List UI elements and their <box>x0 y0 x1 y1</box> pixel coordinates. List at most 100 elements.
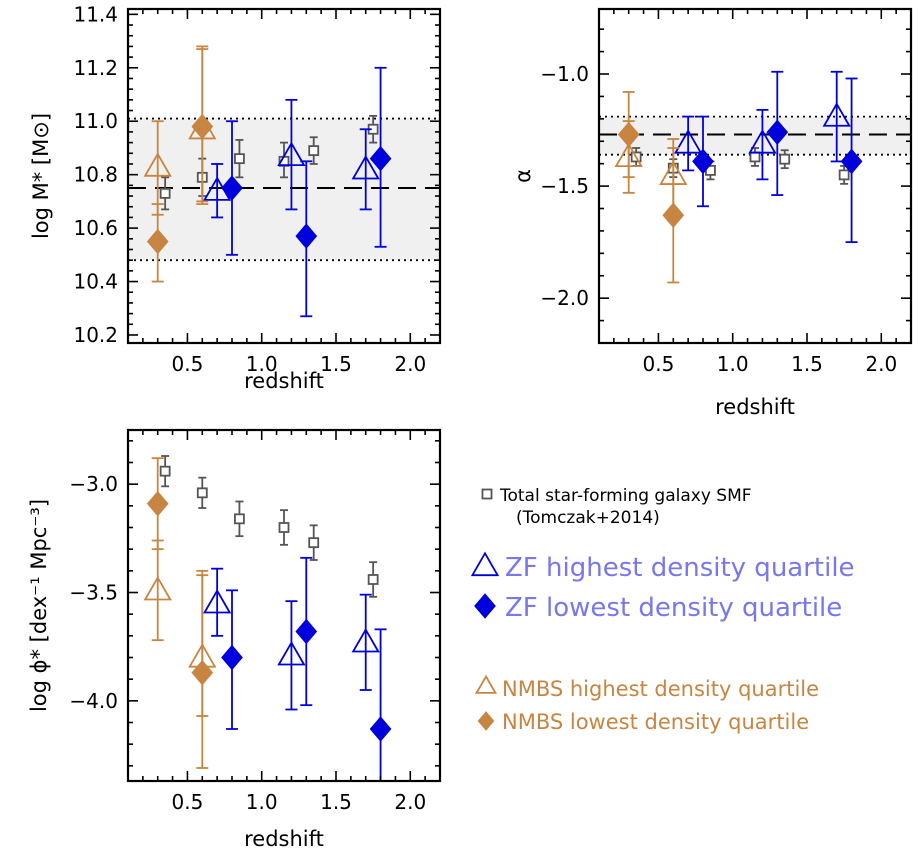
series-nmbs-lowest-density-quartile <box>146 457 214 769</box>
plot-frame <box>597 7 913 345</box>
error-bar <box>359 593 372 691</box>
data-point <box>191 659 214 686</box>
y-tick-label: 10.4 <box>73 270 118 294</box>
series-zf-lowest-density-quartile <box>221 556 392 781</box>
plot-frame <box>126 428 442 783</box>
data-point <box>146 228 169 255</box>
legend-marker-square <box>481 488 493 500</box>
data-point <box>295 223 318 249</box>
legend-label-line2: (Tomczak+2014) <box>516 508 660 528</box>
series-zf-highest-density-quartile <box>202 567 380 711</box>
x-tick-label: 0.5 <box>172 790 204 814</box>
legend-marker-triangle <box>470 551 500 577</box>
data-point <box>308 537 320 549</box>
data-point <box>277 141 306 167</box>
error-bar <box>211 163 224 219</box>
error-bar <box>682 115 695 172</box>
data-point <box>234 153 245 165</box>
data-point <box>277 640 306 666</box>
data-point <box>143 152 172 177</box>
x-tick-label: 1.5 <box>791 352 823 376</box>
data-point <box>159 465 171 477</box>
y-tick-label: −3.5 <box>69 581 118 605</box>
data-point <box>779 153 791 165</box>
x-tick-label: 2.0 <box>394 790 426 814</box>
data-point <box>234 513 245 525</box>
plot-area <box>128 45 440 318</box>
legend-label: ZF highest density quartile <box>505 553 855 583</box>
data-point <box>692 148 714 175</box>
data-point <box>295 618 318 645</box>
data-point <box>159 187 171 199</box>
data-point <box>662 202 685 229</box>
data-point <box>308 145 320 157</box>
legend-entry: ZF lowest density quartile <box>474 593 842 623</box>
error-bar <box>359 128 372 211</box>
panel-stellar-mass: 0.5 1.0 1.5 2.0 10.2 10.4 10.6 10.8 11.0 11.2 11.4… <box>29 2 442 393</box>
data-point <box>840 148 863 175</box>
panel-phi-star: 0.5 1.0 1.5 2.0 −4.0 −3.5 −3.0 redshift log ϕ* [… <box>27 428 442 851</box>
legend-label: ZF lowest density quartile <box>505 593 842 623</box>
data-point <box>838 169 850 181</box>
legend-marker-diamond <box>477 711 495 731</box>
x-tick-label: 1.0 <box>717 352 749 376</box>
error-bar <box>211 567 224 637</box>
error-bar <box>151 539 164 642</box>
series-zf-highest-density-quartile <box>673 70 851 181</box>
y-axis-title: α <box>511 169 535 183</box>
data-point <box>367 574 379 585</box>
series-zf-lowest-density-quartile <box>692 70 863 244</box>
legend-label: NMBS highest density quartile <box>502 677 819 701</box>
error-bar <box>285 600 298 711</box>
x-tick-label: 2.0 <box>394 352 426 376</box>
series-nmbs-lowest-density-quartile <box>146 48 214 283</box>
data-point <box>822 102 851 127</box>
y-tick-label: −2.0 <box>540 286 589 310</box>
series-zf-lowest-density-quartile <box>221 66 392 318</box>
error-bar <box>756 108 769 181</box>
y-tick-label: 11.4 <box>73 2 118 26</box>
y-tick-label: −3.0 <box>69 472 118 496</box>
plot-frame <box>126 7 442 345</box>
error-bar <box>285 98 298 211</box>
series-total-star-forming-galaxy-smf <box>159 455 379 598</box>
x-tick-label: 1.5 <box>320 790 352 814</box>
data-point <box>673 129 703 154</box>
x-axis-title: redshift <box>244 827 324 851</box>
x-tick-label: 1.0 <box>246 352 278 376</box>
legend-marker-diamond <box>474 593 496 619</box>
data-point <box>146 490 169 517</box>
data-point <box>369 716 392 742</box>
error-bar <box>830 70 843 163</box>
data-point <box>748 129 777 154</box>
legend: Total star-forming galaxy SMF(Tomczak+20… <box>470 486 855 734</box>
data-point <box>278 522 290 533</box>
y-tick-label: −1.0 <box>540 62 589 86</box>
x-axis-title: redshift <box>244 369 324 393</box>
plot-area <box>143 455 392 781</box>
y-tick-label: 11.0 <box>73 109 118 133</box>
legend-entry: NMBS highest density quartile <box>474 674 819 701</box>
y-axis-title: log M* [M⊙] <box>29 113 53 239</box>
legend-marker-triangle <box>474 674 498 694</box>
legend-label: NMBS lowest density quartile <box>502 710 809 734</box>
series-nmbs-highest-density-quartile <box>143 539 217 717</box>
data-point <box>191 113 214 140</box>
x-tick-label: 0.5 <box>172 352 204 376</box>
x-tick-label: 0.5 <box>643 352 675 376</box>
y-tick-label: 10.2 <box>73 323 118 347</box>
x-tick-label: 2.0 <box>865 352 897 376</box>
scatter-band <box>128 118 440 261</box>
y-tick-label: −1.5 <box>540 174 589 198</box>
data-point <box>766 119 789 146</box>
data-point <box>221 175 243 201</box>
series-total-star-forming-galaxy-smf <box>159 114 379 211</box>
y-tick-label: 10.6 <box>73 216 118 240</box>
series-nmbs-lowest-density-quartile <box>617 91 685 284</box>
data-point <box>749 151 761 163</box>
x-tick-label: 1.0 <box>246 790 278 814</box>
legend-entry: ZF highest density quartile <box>470 551 855 583</box>
data-point <box>369 145 392 172</box>
data-point <box>351 627 380 653</box>
data-point <box>351 154 380 180</box>
